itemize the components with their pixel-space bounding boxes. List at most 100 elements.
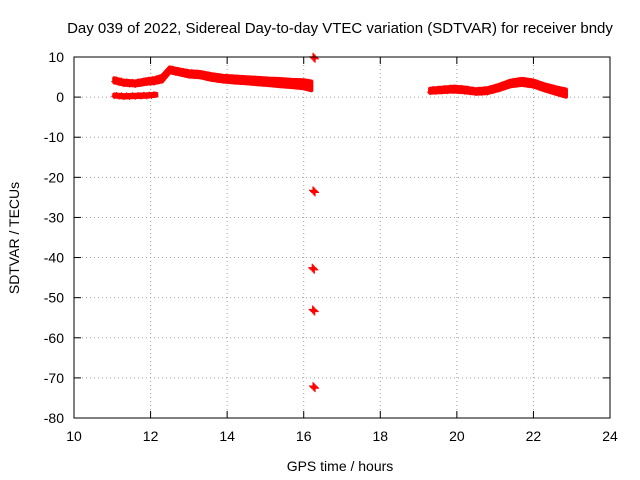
data-point (226, 78, 233, 85)
x-tick-label: 24 (602, 428, 618, 444)
chart-title: Day 039 of 2022, Sidereal Day-to-day VTE… (67, 20, 613, 37)
data-point (302, 78, 309, 85)
data-point (159, 77, 166, 84)
data-point (172, 69, 179, 76)
data-point (308, 305, 317, 314)
data-point (257, 76, 264, 83)
y-tick-label: 0 (56, 89, 64, 105)
x-tick-label: 14 (219, 428, 235, 444)
data-point (251, 75, 258, 82)
data-point (478, 89, 485, 96)
data-point (140, 77, 147, 84)
data-point (162, 73, 169, 80)
data-point (228, 74, 235, 81)
outlier-point-1 (309, 52, 320, 63)
data-point (311, 384, 320, 393)
outlier-point-4 (308, 305, 319, 316)
data-point (310, 53, 319, 62)
y-tick-label: -50 (44, 290, 64, 306)
data-point (272, 81, 278, 88)
data-point (311, 54, 320, 63)
data-point (495, 86, 502, 93)
data-point (427, 89, 434, 96)
data-point (289, 83, 296, 90)
data-point (441, 85, 448, 92)
data-point (150, 91, 157, 98)
data-point (484, 89, 491, 96)
data-point (205, 71, 212, 78)
x-axis-label: GPS time / hours (287, 458, 394, 474)
data-point (310, 187, 319, 196)
data-point (481, 86, 488, 93)
data-point (309, 382, 318, 391)
data-point (493, 83, 500, 90)
data-point (220, 77, 227, 84)
data-point (461, 88, 468, 95)
data-point (191, 73, 198, 80)
data-point (447, 84, 454, 91)
data-point (249, 79, 256, 86)
data-point (555, 85, 562, 92)
x-tick-label: 20 (449, 428, 465, 444)
data-point (274, 77, 281, 84)
y-tick-label: -80 (44, 410, 64, 426)
data-point (553, 89, 560, 96)
data-point (309, 306, 318, 315)
y-axis-label: SDTVAR / TECUs (6, 182, 22, 294)
data-point (132, 81, 139, 88)
data-point (237, 78, 244, 85)
data-point (527, 77, 534, 84)
data-point (309, 186, 318, 195)
y-tick-label: -10 (44, 129, 64, 145)
data-point (246, 75, 253, 82)
data-point (194, 69, 201, 76)
data-point (155, 78, 162, 85)
data-point (432, 88, 439, 95)
data-point (450, 87, 457, 94)
data-point (188, 69, 195, 76)
axis-ticks: 10 12 14 16 18 20 22 24 10 0 -10 -20 -30 -40 -50 -60 -70… (44, 49, 618, 444)
data-point (260, 80, 267, 87)
data-point (455, 88, 462, 95)
data-point (149, 76, 156, 83)
data-point (521, 77, 528, 84)
y-tick-label: -70 (44, 370, 64, 386)
data-point (254, 80, 261, 87)
data-point (310, 307, 319, 316)
data-point (475, 86, 482, 93)
data-point (175, 66, 182, 73)
data-point (138, 80, 144, 87)
data-point (544, 83, 551, 90)
data-point (157, 74, 164, 81)
data-point (513, 81, 520, 88)
data-point (458, 85, 465, 92)
data-point (223, 73, 230, 80)
data-point (550, 84, 557, 91)
data-point (178, 70, 185, 77)
data-point (231, 78, 238, 85)
x-tick-label: 18 (372, 428, 388, 444)
data-point (240, 74, 247, 81)
data-point (487, 85, 494, 92)
data-point (306, 79, 313, 86)
data-point (498, 81, 505, 88)
data-point (438, 88, 445, 95)
data-point (217, 73, 224, 80)
data-point (126, 81, 133, 88)
data-point (533, 79, 540, 86)
data-point (490, 87, 497, 94)
data-point (539, 81, 546, 88)
data-point (560, 87, 567, 94)
grid-lines (74, 57, 610, 418)
data-point (120, 81, 127, 88)
data-point (429, 86, 436, 93)
data-point (123, 78, 130, 85)
data-point (269, 76, 276, 83)
data-point (507, 82, 514, 89)
data-point (464, 85, 471, 92)
y-tick-label: -30 (44, 209, 64, 225)
data-point (277, 82, 284, 89)
data-point (203, 74, 210, 81)
data-point (470, 86, 477, 93)
